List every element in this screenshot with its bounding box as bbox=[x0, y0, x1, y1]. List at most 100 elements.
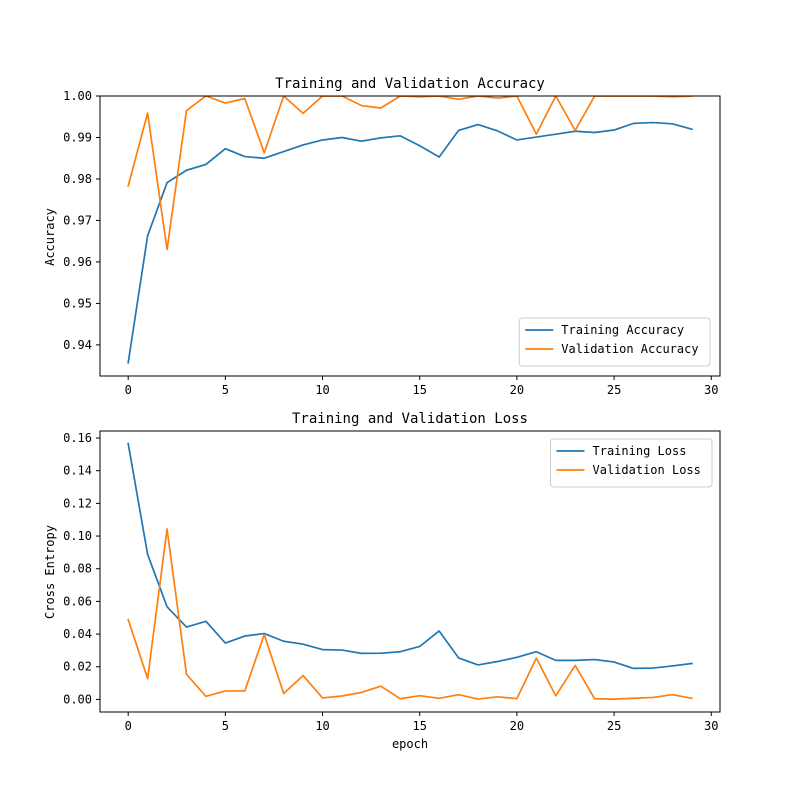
accuracy-data-point bbox=[399, 134, 402, 137]
accuracy-data-point bbox=[224, 102, 227, 105]
loss-data-point bbox=[243, 635, 246, 638]
accuracy-x-tick-label: 10 bbox=[315, 383, 329, 397]
loss-data-point bbox=[360, 652, 363, 655]
loss-legend: Training Loss Validation Loss bbox=[550, 438, 713, 488]
accuracy-data-point bbox=[263, 151, 266, 154]
accuracy-data-point bbox=[340, 136, 343, 139]
accuracy-data-point bbox=[146, 112, 149, 115]
loss-y-tick-label: 0.00 bbox=[63, 692, 92, 706]
loss-data-point bbox=[554, 659, 557, 662]
loss-y-tick-label: 0.04 bbox=[63, 627, 92, 641]
loss-data-point bbox=[340, 649, 343, 652]
accuracy-data-point bbox=[166, 181, 169, 184]
loss-data-point bbox=[185, 626, 188, 629]
loss-data-point bbox=[204, 695, 207, 698]
loss-data-point bbox=[477, 663, 480, 666]
loss-data-point bbox=[302, 643, 305, 646]
accuracy-data-point bbox=[185, 169, 188, 172]
accuracy-data-point bbox=[632, 122, 635, 125]
accuracy-data-point bbox=[127, 185, 130, 188]
accuracy-data-point bbox=[496, 97, 499, 100]
loss-data-point bbox=[185, 673, 188, 676]
loss-axes-frame bbox=[99, 430, 721, 713]
accuracy-x-tick-label: 25 bbox=[607, 383, 621, 397]
accuracy-data-point bbox=[379, 136, 382, 139]
accuracy-y-tick-label: 0.94 bbox=[63, 338, 92, 352]
loss-series-line-validation bbox=[127, 528, 693, 700]
accuracy-data-point bbox=[263, 157, 266, 160]
loss-y-tick-label: 0.14 bbox=[63, 464, 92, 478]
accuracy-data-point bbox=[535, 136, 538, 139]
accuracy-x-tick-label: 5 bbox=[222, 383, 229, 397]
loss-data-point bbox=[457, 656, 460, 659]
loss-x-tick-label: 10 bbox=[315, 719, 329, 733]
accuracy-chart-title: Training and Validation Accuracy bbox=[275, 76, 545, 92]
loss-data-point bbox=[302, 674, 305, 677]
loss-data-point bbox=[554, 694, 557, 697]
loss-y-tick-label: 0.08 bbox=[63, 562, 92, 576]
accuracy-axes-frame bbox=[99, 95, 721, 377]
accuracy-data-point bbox=[185, 109, 188, 112]
loss-data-point bbox=[535, 657, 538, 660]
loss-data-point bbox=[651, 667, 654, 670]
accuracy-y-axis-title: Accuracy bbox=[43, 208, 57, 266]
accuracy-x-tick-label: 0 bbox=[125, 383, 132, 397]
loss-data-point bbox=[515, 697, 518, 700]
loss-data-point bbox=[690, 662, 693, 665]
loss-data-point bbox=[127, 618, 130, 621]
accuracy-y-tick-label: 0.96 bbox=[63, 255, 92, 269]
loss-data-point bbox=[574, 664, 577, 667]
accuracy-data-point bbox=[457, 129, 460, 132]
accuracy-y-tick-label: 0.99 bbox=[63, 130, 92, 144]
accuracy-plot-area bbox=[99, 95, 721, 377]
loss-x-axis-title: epoch bbox=[392, 737, 428, 751]
accuracy-data-point bbox=[302, 143, 305, 146]
loss-data-point bbox=[535, 650, 538, 653]
accuracy-x-tick-label: 20 bbox=[510, 383, 524, 397]
loss-data-point bbox=[127, 442, 130, 445]
loss-data-point bbox=[340, 694, 343, 697]
loss-x-tick-label: 0 bbox=[125, 719, 132, 733]
loss-y-tick-label: 0.06 bbox=[63, 594, 92, 608]
loss-y-tick-label: 0.10 bbox=[63, 529, 92, 543]
loss-data-point bbox=[438, 629, 441, 632]
loss-data-point bbox=[690, 697, 693, 700]
accuracy-data-point bbox=[321, 138, 324, 141]
loss-data-point bbox=[282, 692, 285, 695]
loss-x-tick-label: 15 bbox=[412, 719, 426, 733]
loss-data-point bbox=[632, 697, 635, 700]
loss-data-point bbox=[321, 648, 324, 651]
loss-x-tick-label: 5 bbox=[222, 719, 229, 733]
accuracy-series-line-training bbox=[127, 121, 693, 364]
accuracy-data-point bbox=[282, 150, 285, 153]
accuracy-data-point bbox=[690, 128, 693, 131]
loss-ticks: 0 5 10 15 20 25 30 0.00 0.02 0.04 0.06 0.08 0.10 0.12… bbox=[63, 431, 718, 733]
loss-data-point bbox=[651, 696, 654, 699]
loss-data-point bbox=[457, 693, 460, 696]
accuracy-data-point bbox=[166, 248, 169, 251]
accuracy-data-point bbox=[651, 121, 654, 124]
accuracy-data-point bbox=[146, 234, 149, 237]
loss-data-point bbox=[574, 659, 577, 662]
accuracy-x-tick-label: 30 bbox=[704, 383, 718, 397]
loss-chart-title: Training and Validation Loss bbox=[292, 411, 528, 427]
loss-data-point bbox=[632, 667, 635, 670]
loss-y-axis-title: Cross Entropy bbox=[43, 525, 57, 619]
accuracy-chart: Training and Validation Accuracy Accurac… bbox=[43, 76, 721, 397]
accuracy-y-tick-label: 0.97 bbox=[63, 213, 92, 227]
accuracy-data-point bbox=[457, 98, 460, 101]
accuracy-data-point bbox=[496, 129, 499, 132]
accuracy-legend: Training Accuracy Validation Accuracy bbox=[518, 317, 711, 367]
loss-legend-box bbox=[550, 438, 713, 488]
loss-chart: Training and Validation Loss Cross Entro… bbox=[43, 411, 721, 751]
accuracy-data-point bbox=[127, 361, 130, 364]
loss-data-point bbox=[671, 693, 674, 696]
loss-y-tick-label: 0.16 bbox=[63, 431, 92, 445]
loss-data-point bbox=[515, 656, 518, 659]
accuracy-y-tick-label: 0.95 bbox=[63, 296, 92, 310]
accuracy-data-point bbox=[515, 138, 518, 141]
loss-data-point bbox=[399, 697, 402, 700]
loss-data-point bbox=[613, 698, 616, 701]
accuracy-legend-label: Training Accuracy bbox=[561, 323, 684, 337]
